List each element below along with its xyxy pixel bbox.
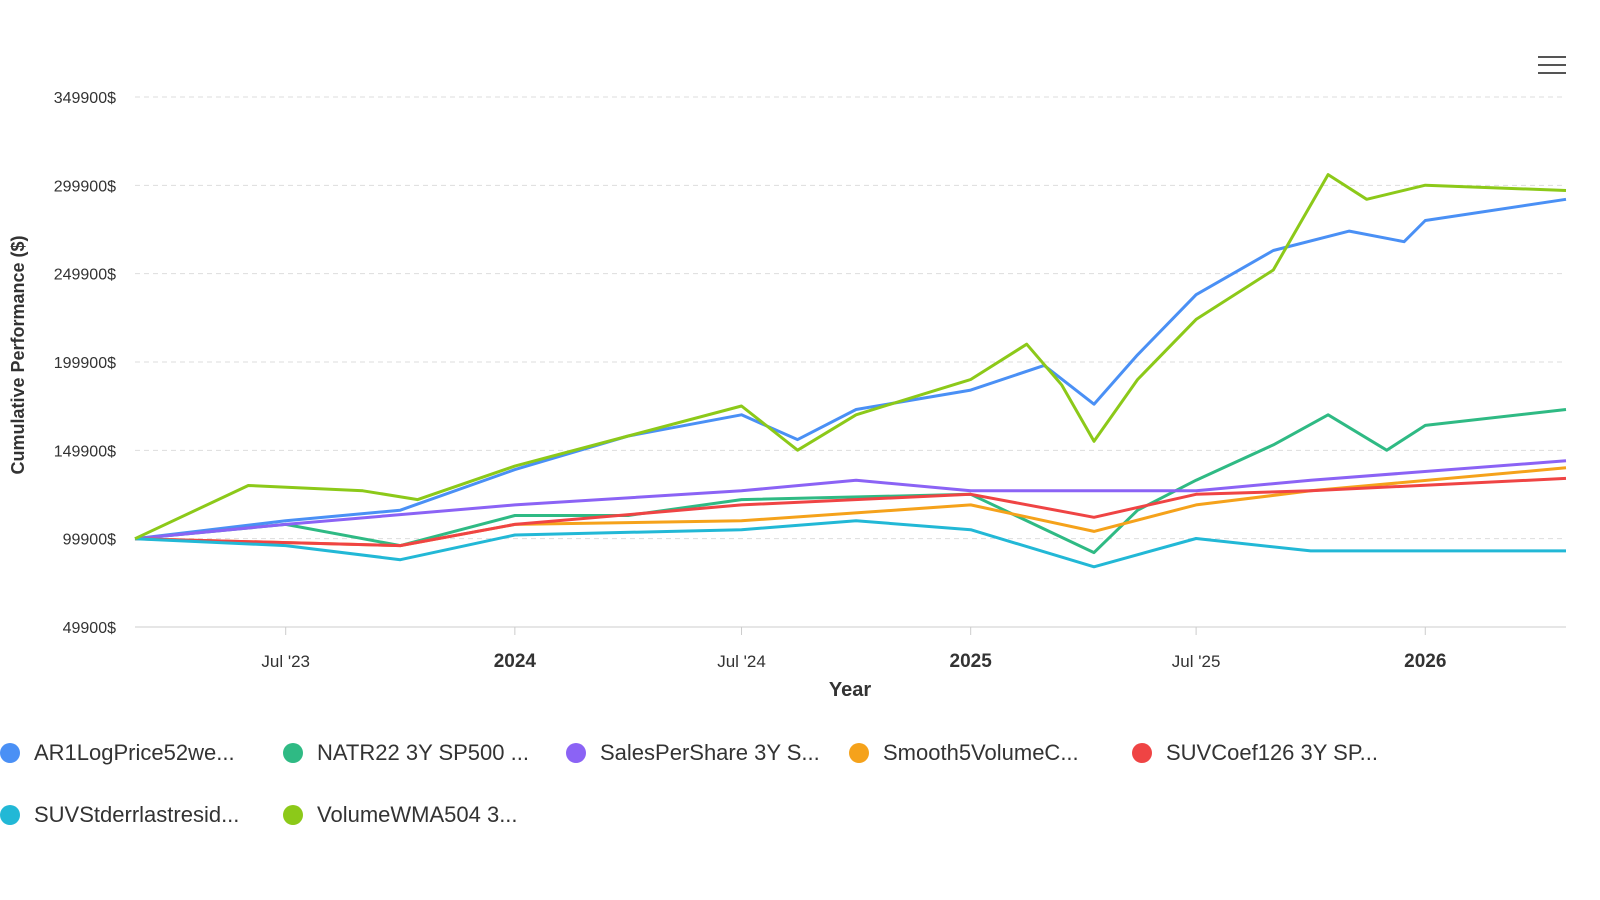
line-chart: 349900$ 299900$ 249900$ 199900$ 149900$ 99900… <box>8 90 1567 701</box>
x-tick-label: 2024 <box>494 651 537 672</box>
y-tick-label: 249900$ <box>54 267 116 284</box>
legend-item[interactable]: SUVCoef126 3Y SP... <box>1132 740 1378 766</box>
x-axis-label: Year <box>829 679 871 701</box>
legend-label: SUVCoef126 3Y SP... <box>1166 740 1378 765</box>
legend-marker-icon <box>849 743 869 763</box>
y-tick-label: 299900$ <box>54 178 116 195</box>
y-tick-label: 149900$ <box>54 443 116 460</box>
legend-item[interactable]: VolumeWMA504 3... <box>283 802 518 828</box>
legend-marker-icon <box>0 743 20 763</box>
legend-label: NATR22 3Y SP500 ... <box>317 740 529 765</box>
legend-label: AR1LogPrice52we... <box>34 740 235 765</box>
series-line <box>134 173 1567 541</box>
x-tick-label: Jul '23 <box>261 652 310 671</box>
x-tick-label: 2026 <box>1404 651 1446 672</box>
legend-label: SalesPerShare 3Y S... <box>600 740 820 765</box>
legend-marker-icon <box>1132 743 1152 763</box>
legend-marker-icon <box>0 805 20 825</box>
y-tick-label: 349900$ <box>54 90 116 107</box>
legend-item[interactable]: Smooth5VolumeC... <box>849 740 1079 766</box>
legend-label: VolumeWMA504 3... <box>317 802 518 827</box>
legend-label: Smooth5VolumeC... <box>883 740 1079 765</box>
hamburger-menu-icon-bar <box>1538 72 1566 74</box>
y-tick-label: 199900$ <box>54 355 116 372</box>
legend-item[interactable]: AR1LogPrice52we... <box>0 740 235 766</box>
legend-marker-icon <box>566 743 586 763</box>
legend-item[interactable]: SUVStderrlastresid... <box>0 802 239 828</box>
legend-item[interactable]: SalesPerShare 3Y S... <box>566 740 820 766</box>
legend-marker-icon <box>283 743 303 763</box>
legend-marker-icon <box>283 805 303 825</box>
y-tick-label: 99900$ <box>63 532 116 549</box>
hamburger-menu-icon-bar <box>1538 64 1566 66</box>
hamburger-menu-icon <box>1538 56 1566 58</box>
series-line <box>134 408 1567 555</box>
series-line <box>134 459 1567 541</box>
x-tick-label: Jul '24 <box>717 652 766 671</box>
series-line <box>134 476 1567 548</box>
chart-menu-button[interactable] <box>1538 56 1566 76</box>
legend-item[interactable]: NATR22 3Y SP500 ... <box>283 740 529 766</box>
x-tick-label: Jul '25 <box>1172 652 1221 671</box>
x-tick-label: 2025 <box>950 651 993 672</box>
series-line <box>134 197 1567 541</box>
series-line <box>134 519 1566 569</box>
y-axis-label: Cumulative Performance ($) <box>8 235 28 474</box>
legend-label: SUVStderrlastresid... <box>34 802 240 827</box>
y-tick-label: 49900$ <box>63 620 116 637</box>
